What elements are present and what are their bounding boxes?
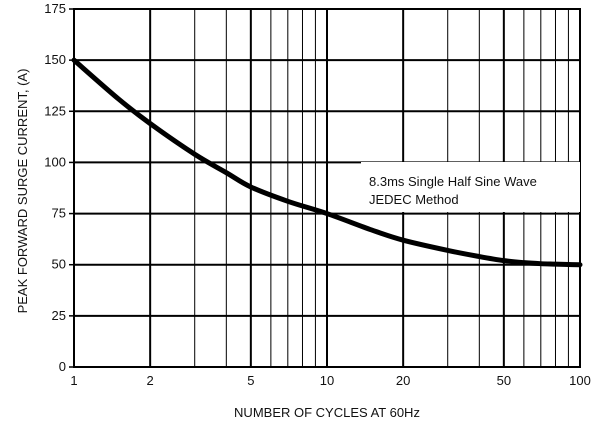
y-tick-label: 0 (59, 359, 66, 374)
y-tick-label: 150 (44, 52, 66, 67)
x-tick-label: 1 (70, 373, 77, 388)
y-tick-label: 25 (52, 308, 66, 323)
annotation-background (361, 162, 580, 212)
y-tick-label: 100 (44, 154, 66, 169)
y-tick-label: 175 (44, 1, 66, 16)
annotation-box: 8.3ms Single Half Sine Wave JEDEC Method (361, 162, 580, 212)
x-tick-label: 100 (569, 373, 591, 388)
y-tick-label: 50 (52, 257, 66, 272)
y-tick-label: 125 (44, 103, 66, 118)
surge-current-curve (71, 57, 583, 268)
x-tick-label: 50 (497, 373, 511, 388)
annotation-line-1: 8.3ms Single Half Sine Wave (369, 174, 537, 189)
x-tick-label: 2 (147, 373, 154, 388)
curve-layer (71, 57, 583, 268)
annotation-line-2: JEDEC Method (369, 192, 459, 207)
x-axis-title: NUMBER OF CYCLES AT 60Hz (234, 405, 420, 420)
x-tick-label: 10 (320, 373, 334, 388)
x-tick-label: 5 (247, 373, 254, 388)
y-tick-label: 75 (52, 206, 66, 221)
x-tick-label: 20 (396, 373, 410, 388)
y-axis-title: PEAK FORWARD SURGE CURRENT, (A) (15, 69, 30, 314)
